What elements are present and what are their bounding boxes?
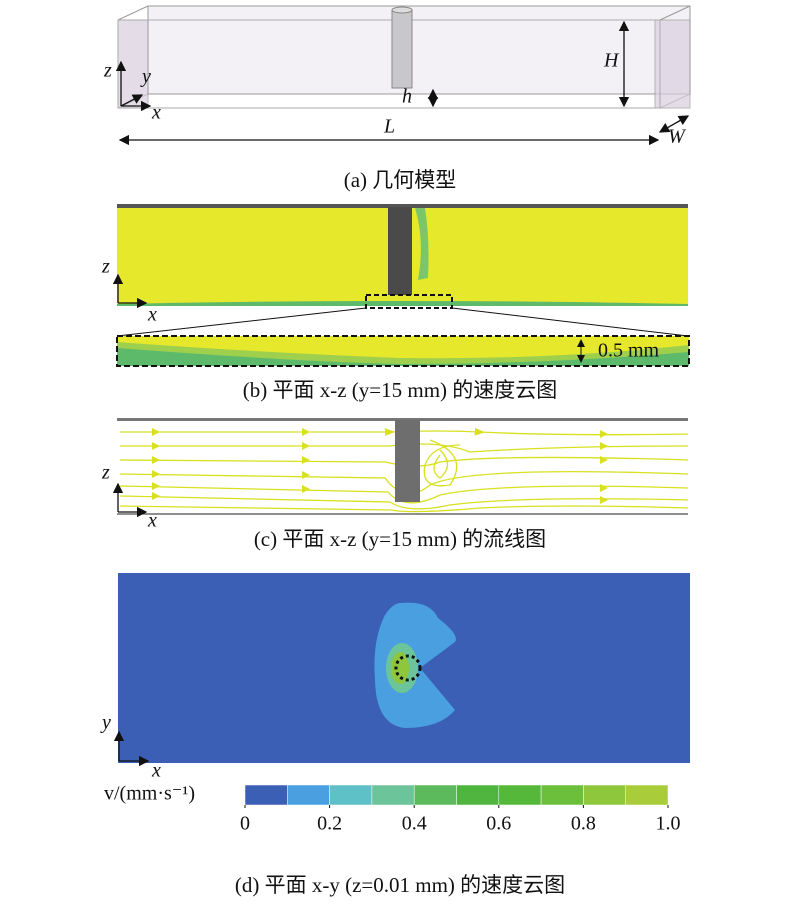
dimension-label: L xyxy=(383,116,395,138)
colorbar-segment xyxy=(329,784,373,806)
colorbar-segment xyxy=(413,784,457,806)
zoom-label: 0.5 mm xyxy=(598,340,660,362)
velocity-contour-xz xyxy=(116,204,690,367)
rod xyxy=(395,420,420,502)
axis-label: x xyxy=(147,510,157,532)
axis-label: x xyxy=(151,760,161,782)
axis-arrows xyxy=(112,482,148,518)
axis-arrows xyxy=(112,273,148,309)
axis-arrows xyxy=(113,730,150,767)
colorbar-segment xyxy=(456,784,500,806)
colorbar-tick-label: 0.8 xyxy=(571,813,596,835)
colorbar-segment xyxy=(244,784,288,806)
colorbar-segment xyxy=(583,784,626,806)
caption: (a) 几何模型 xyxy=(344,168,457,192)
velocity-contour-xy xyxy=(118,573,690,763)
colorbar-tick-label: 0.6 xyxy=(486,813,511,835)
colorbar: 0 0.2 0.4 0.6 0.8 1.0 xyxy=(240,784,681,835)
caption: (b) 平面 x-z (y=15 mm) 的速度云图 xyxy=(243,378,558,402)
colorbar-tick-label: 1.0 xyxy=(656,813,681,835)
dimension-label: h xyxy=(402,86,412,108)
axis-label: y xyxy=(140,66,151,88)
colorbar-label: v/(mm·s⁻¹) xyxy=(104,783,195,805)
axis-label: x xyxy=(151,102,161,124)
colorbar-tick-label: 0.2 xyxy=(317,813,342,835)
dimension-label: H xyxy=(603,50,620,72)
caption: (c) 平面 x-z (y=15 mm) 的流线图 xyxy=(254,527,546,551)
colorbar-segment xyxy=(371,784,415,806)
axis-label: z xyxy=(101,462,110,484)
colorbar-segment xyxy=(540,784,584,806)
colorbar-tick-label: 0.4 xyxy=(402,813,427,835)
colorbar-tick-label: 0 xyxy=(240,813,250,835)
stream-arrows xyxy=(152,428,608,504)
wall xyxy=(117,418,688,421)
dimension-label: W xyxy=(668,126,687,148)
dimension-lines xyxy=(115,20,690,146)
colorbar-segment xyxy=(625,784,669,806)
caption: (d) 平面 x-y (z=0.01 mm) 的速度云图 xyxy=(235,873,565,897)
colorbar-segment xyxy=(498,784,542,806)
axis-label: z xyxy=(103,60,112,82)
axis-label: x xyxy=(147,304,157,326)
axis-label: z xyxy=(101,256,110,278)
colorbar-segment xyxy=(287,784,330,806)
axis-label: y xyxy=(100,712,111,734)
geometry-model xyxy=(117,5,691,109)
